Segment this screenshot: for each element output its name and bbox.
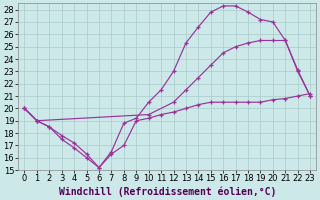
X-axis label: Windchill (Refroidissement éolien,°C): Windchill (Refroidissement éolien,°C) — [59, 186, 276, 197]
